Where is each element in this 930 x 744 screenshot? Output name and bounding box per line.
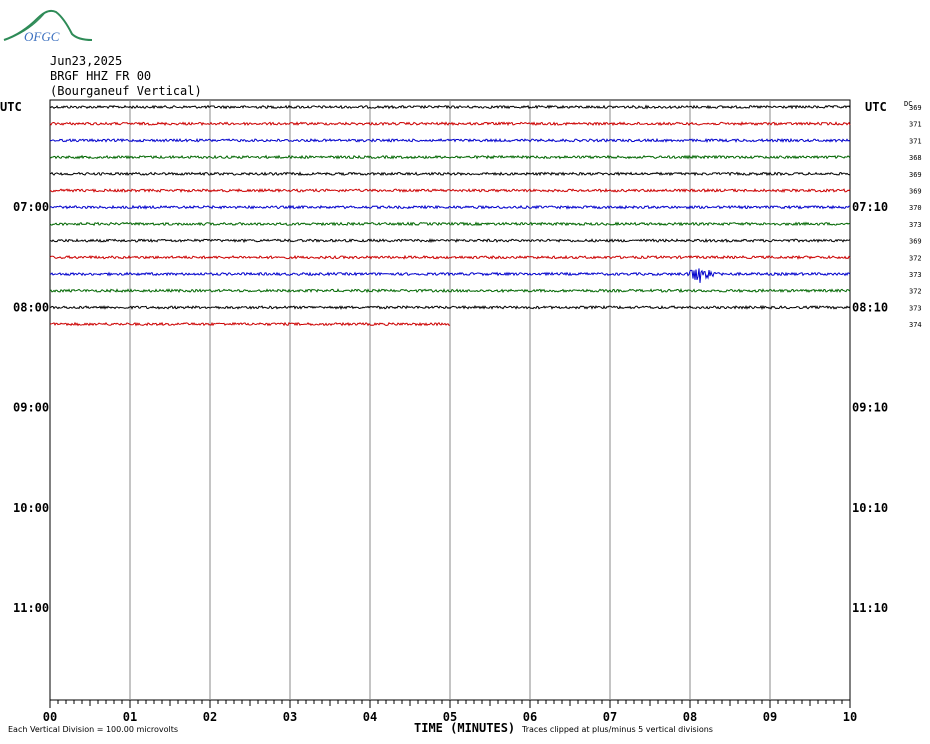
dc-offset-label: 371 bbox=[909, 121, 922, 129]
dc-offset-label: 369 bbox=[909, 171, 922, 179]
header-date: Jun23,2025 bbox=[50, 54, 123, 68]
seismic-trace bbox=[49, 268, 851, 283]
seismic-trace bbox=[49, 104, 851, 110]
seismic-trace bbox=[49, 221, 851, 227]
dc-offset-label: 373 bbox=[909, 221, 922, 229]
x-axis-title: TIME (MINUTES) bbox=[414, 721, 516, 735]
dc-offset-label: 369 bbox=[909, 188, 922, 196]
x-tick-label: 05 bbox=[443, 710, 457, 724]
seismic-trace bbox=[49, 137, 851, 143]
header-location: (Bourganeuf Vertical) bbox=[50, 84, 202, 98]
logo-text: OFGC bbox=[24, 29, 60, 44]
hour-label-right: 08:10 bbox=[852, 300, 888, 314]
hour-label-right: 09:10 bbox=[852, 401, 888, 415]
hour-label-right: 11:10 bbox=[852, 601, 888, 615]
dc-label: DC bbox=[904, 100, 912, 108]
seismic-trace bbox=[49, 238, 851, 244]
dc-offset-label: 374 bbox=[909, 321, 922, 329]
x-tick-label: 09 bbox=[763, 710, 777, 724]
seismic-trace bbox=[49, 121, 851, 127]
hour-label-right: 07:10 bbox=[852, 200, 888, 214]
seismic-trace bbox=[49, 288, 851, 294]
scale-note: Each Vertical Division = 100.00 microvol… bbox=[8, 725, 179, 734]
x-tick-label: 08 bbox=[683, 710, 697, 724]
hour-label-right: 10:10 bbox=[852, 501, 888, 515]
seismic-trace bbox=[49, 171, 851, 177]
x-tick-label: 02 bbox=[203, 710, 217, 724]
dc-offset-label: 368 bbox=[909, 154, 922, 162]
x-tick-label: 10 bbox=[843, 710, 857, 724]
x-tick-label: 06 bbox=[523, 710, 537, 724]
hour-label-left: 10:00 bbox=[13, 501, 49, 515]
seismic-trace bbox=[49, 204, 851, 210]
clip-note: Traces clipped at plus/minus 5 vertical … bbox=[522, 725, 713, 734]
seismic-trace bbox=[49, 154, 851, 160]
utc-left-label: UTC bbox=[0, 100, 22, 114]
seismic-trace bbox=[49, 304, 851, 311]
dc-offset-label: 369 bbox=[909, 104, 922, 112]
seismic-trace bbox=[49, 254, 851, 260]
dc-offset-label: 372 bbox=[909, 254, 922, 262]
dc-offset-label: 373 bbox=[909, 271, 922, 279]
x-tick-label: 07 bbox=[603, 710, 617, 724]
hour-label-left: 11:00 bbox=[13, 601, 49, 615]
hour-label-left: 08:00 bbox=[13, 300, 49, 314]
dc-offset-label: 373 bbox=[909, 304, 922, 312]
dc-offset-label: 370 bbox=[909, 204, 922, 212]
seismic-trace bbox=[49, 187, 851, 194]
dc-offset-label: 372 bbox=[909, 288, 922, 296]
seismic-trace bbox=[49, 321, 451, 327]
dc-offset-label: 371 bbox=[909, 137, 922, 145]
hour-label-left: 07:00 bbox=[13, 200, 49, 214]
x-tick-label: 00 bbox=[43, 710, 57, 724]
x-tick-label: 04 bbox=[363, 710, 377, 724]
ofgc-logo: OFGC bbox=[3, 9, 93, 44]
header-station: BRGF HHZ FR 00 bbox=[50, 69, 152, 83]
x-tick-label: 01 bbox=[123, 710, 137, 724]
hour-label-left: 09:00 bbox=[13, 401, 49, 415]
dc-offset-label: 369 bbox=[909, 238, 922, 246]
utc-right-label: UTC bbox=[865, 100, 887, 114]
x-tick-label: 03 bbox=[283, 710, 297, 724]
